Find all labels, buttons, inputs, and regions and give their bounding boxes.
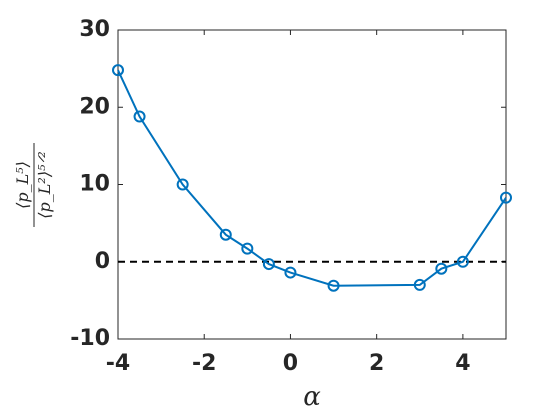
y-tick-label: -10 — [70, 326, 110, 351]
y-label-denominator: ⟨p_L²⟩⁵ᐟ² — [35, 151, 54, 218]
data-marker — [327, 279, 340, 292]
plot-frame — [117, 29, 507, 340]
data-line — [117, 69, 507, 287]
y-tick-label: 0 — [95, 249, 110, 274]
x-tick-label: -2 — [192, 351, 216, 376]
data-marker — [284, 266, 297, 279]
y-tick-label: 20 — [79, 94, 110, 119]
x-axis-label: α — [303, 382, 321, 412]
x-tick-label: 4 — [455, 351, 470, 376]
x-tick-label: -4 — [106, 351, 130, 376]
y-axis-label: ⟨p_L⁵⟩ ⟨p_L²⟩⁵ᐟ² — [13, 143, 54, 227]
data-marker — [456, 255, 469, 268]
y-tick-label: 10 — [79, 172, 110, 197]
y-label-numerator: ⟨p_L⁵⟩ — [13, 161, 32, 209]
data-marker — [413, 278, 426, 291]
data-marker — [112, 64, 124, 77]
data-marker — [500, 191, 512, 204]
x-tick-label: 0 — [283, 351, 298, 376]
x-tick-label: 2 — [369, 351, 384, 376]
data-marker — [176, 178, 189, 191]
data-marker — [262, 258, 275, 271]
data-marker — [435, 262, 448, 275]
data-marker — [133, 110, 146, 123]
data-marker — [241, 242, 254, 255]
data-marker — [219, 228, 232, 241]
y-tick-label: 30 — [79, 17, 110, 42]
